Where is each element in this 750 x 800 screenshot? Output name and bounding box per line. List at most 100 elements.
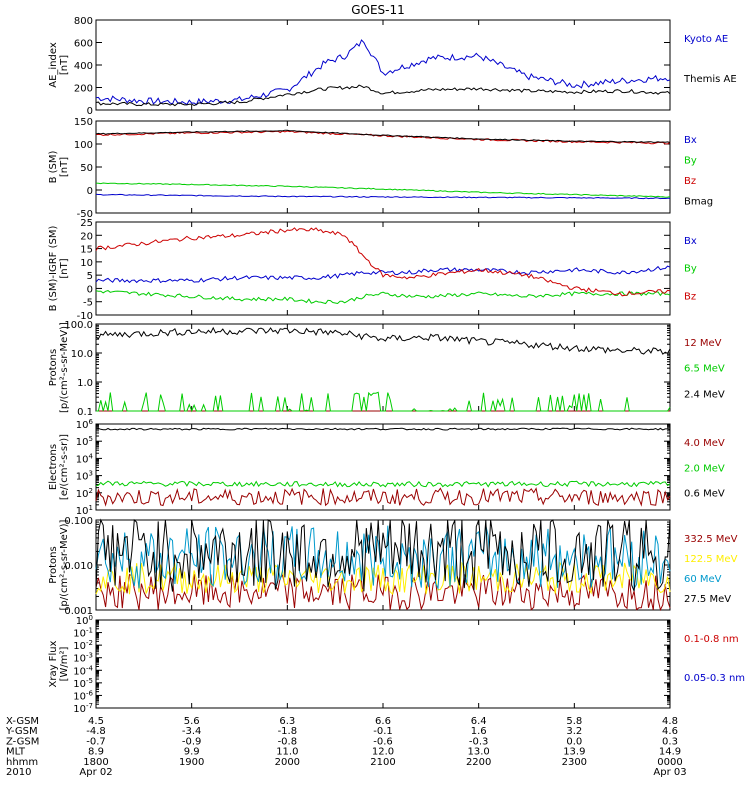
y-tick-label: 103 xyxy=(76,470,93,483)
y-tick-label: 0 xyxy=(87,186,93,197)
legend-entry: Kyoto AE xyxy=(684,34,728,45)
x-row-value: 0.0 xyxy=(566,736,582,747)
series-line-122-5-mev xyxy=(95,561,671,596)
panel-frame xyxy=(95,19,671,111)
y-tick-label: 15 xyxy=(80,245,93,256)
y-axis-label: Xray Flux xyxy=(48,640,59,687)
y-tick-label: 400 xyxy=(74,61,93,72)
x-row-value: 13.0 xyxy=(468,747,490,758)
y-tick-label: 106 xyxy=(76,418,94,431)
panel-frame xyxy=(95,619,671,709)
x-row-value: 2300 xyxy=(562,757,587,768)
x-row-value: 2200 xyxy=(466,757,491,768)
y-tick-label: 104 xyxy=(76,452,94,465)
x-row-value: 6.4 xyxy=(471,716,487,727)
panel-bsm: -50 0 50 100 150 B (SM) [nT] Bx By Bz Bmag xyxy=(48,117,713,220)
legend-entry: Themis AE xyxy=(683,74,737,85)
y-tick-label: 10 xyxy=(80,258,93,269)
series-line-6-5-mev xyxy=(96,391,671,413)
x-axis-table: X-GSM 4.5 5.6 6.3 6.6 6.4 5.8 4.8Y-GSM -4.8 -3.4-… xyxy=(5,716,687,778)
series-line-27-5-mev xyxy=(95,518,671,592)
y-tick-label: 1.0 xyxy=(77,378,93,389)
series-line-bmag xyxy=(95,129,671,143)
y-axis-label: [e/(cm²-s-sr)] xyxy=(59,434,70,500)
x-row-value: -0.8 xyxy=(278,736,298,747)
y-tick-label: 10-1 xyxy=(73,627,93,640)
x-row-value: 2000 xyxy=(275,757,300,768)
x-row-value: 4.5 xyxy=(88,716,104,727)
legend-entry: 12 MeV xyxy=(684,338,722,349)
x-row-value: 6.3 xyxy=(279,716,295,727)
legend-entry: 2.4 MeV xyxy=(684,389,725,400)
y-axis-label: Protons xyxy=(48,349,59,386)
series-line-60-mev xyxy=(95,525,671,591)
y-tick-label: 100 xyxy=(74,140,93,151)
y-tick-label: 0.100 xyxy=(64,516,93,527)
y-tick-label: 10-3 xyxy=(73,652,93,665)
series-line-bx xyxy=(95,265,671,284)
x-row-value: 8.9 xyxy=(88,747,104,758)
y-tick-label: 10-5 xyxy=(73,677,93,690)
y-tick-label: 5 xyxy=(87,271,93,282)
legend-entry: 4.0 MeV xyxy=(684,438,725,449)
y-axis-label: B (SM)-IGRF (SM) xyxy=(48,226,59,312)
x-row-value: -3.4 xyxy=(182,726,202,737)
x-row-value: 2100 xyxy=(370,757,395,768)
x-row-value: 5.8 xyxy=(566,716,582,727)
y-axis-label: [p/(cm²-s-sr-MeV)] xyxy=(59,322,70,413)
x-row-value: -0.7 xyxy=(86,736,106,747)
y-axis-label: B (SM) xyxy=(48,150,59,183)
y-axis-label: [nT] xyxy=(59,258,70,278)
x-row-label: Y-GSM xyxy=(5,726,38,737)
panel-bsmigrf: -10 -5 0 5 10 15 20 25 B (SM)-IGRF (SM) [nT] Bx By B… xyxy=(48,218,697,322)
legend-entry: Bz xyxy=(684,291,696,302)
y-axis-label: [p/(cm²-s-sr-MeV)] xyxy=(59,519,70,610)
y-tick-label: 50 xyxy=(80,163,93,174)
series-line-by xyxy=(95,182,671,198)
x-row-value: 12.0 xyxy=(372,747,394,758)
series-line-by xyxy=(95,290,671,305)
legend-entry: 60 MeV xyxy=(684,574,722,585)
x-row-value: Apr 03 xyxy=(653,767,686,778)
y-tick-label: 0.1 xyxy=(77,407,93,418)
y-tick-label: 100 xyxy=(76,614,93,627)
series-line-bz xyxy=(95,227,671,297)
legend-entry: Bz xyxy=(684,176,696,187)
x-row-label: Z-GSM xyxy=(6,736,39,747)
chart-title: GOES-11 xyxy=(351,3,405,17)
series-line-4-0-mev xyxy=(95,487,671,507)
y-tick-label: -50 xyxy=(77,209,93,220)
legend-entry: 332.5 MeV xyxy=(684,534,738,545)
series-line-2-0-mev xyxy=(95,480,671,488)
series-line-bx xyxy=(95,193,670,200)
y-tick-label: 150 xyxy=(74,117,93,128)
x-row-value: 11.0 xyxy=(276,747,298,758)
y-tick-label: 20 xyxy=(80,231,93,242)
series-line-2-4-mev xyxy=(95,326,671,355)
y-tick-label: 0.010 xyxy=(64,561,93,572)
x-row-value: -0.1 xyxy=(373,726,393,737)
x-row-value: 6.6 xyxy=(375,716,391,727)
y-axis-label: [W/m²] xyxy=(59,646,70,681)
y-tick-label: 200 xyxy=(74,84,93,95)
x-row-value: -4.8 xyxy=(86,726,106,737)
x-row-value: 5.6 xyxy=(184,716,200,727)
x-row-value: 0.3 xyxy=(662,736,678,747)
x-row-label: X-GSM xyxy=(6,716,39,727)
y-tick-label: 10-4 xyxy=(73,664,93,677)
y-tick-label: 0.001 xyxy=(64,606,93,617)
y-tick-label: 10-6 xyxy=(73,689,93,702)
panel-frame xyxy=(95,221,671,316)
legend-entry: By xyxy=(684,264,697,275)
legend-entry: 0.6 MeV xyxy=(684,489,725,500)
legend-entry: Bx xyxy=(684,135,697,146)
x-row-value: 14.9 xyxy=(659,747,681,758)
y-tick-label: 25 xyxy=(80,218,93,229)
y-tick-label: -10 xyxy=(77,311,93,322)
y-tick-label: 102 xyxy=(76,487,93,500)
x-row-value: 13.9 xyxy=(563,747,585,758)
y-tick-label: 100.0 xyxy=(64,320,93,331)
